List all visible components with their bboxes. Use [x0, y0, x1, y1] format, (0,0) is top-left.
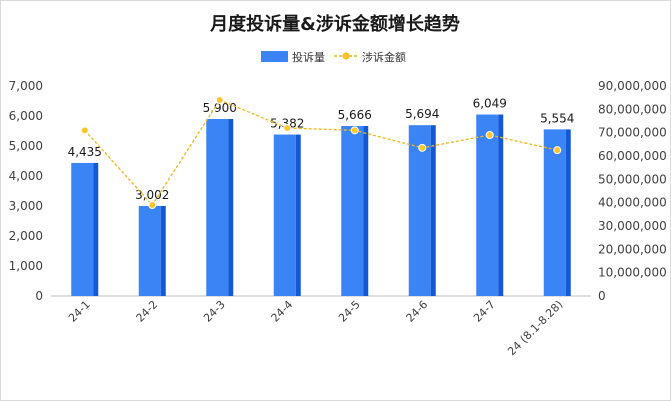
category-label: 24-1 [66, 298, 93, 325]
right-tick-label: 80,000,000 [598, 102, 667, 116]
left-tick-label: 4,000 [9, 169, 43, 183]
bar-side [295, 134, 301, 296]
line-point [215, 96, 224, 104]
bar-value-label: 4,435 [68, 145, 102, 159]
bar [341, 126, 364, 297]
left-tick-label: 2,000 [9, 229, 43, 243]
right-tick-label: 40,000,000 [598, 196, 667, 210]
line-point [553, 146, 562, 155]
legend-bar-swatch [261, 51, 288, 62]
line-point [350, 126, 359, 135]
bar-side [160, 205, 166, 296]
bar-side [498, 114, 504, 296]
bar [273, 134, 296, 296]
bar-value-label: 5,666 [338, 108, 372, 122]
line-path [84, 99, 558, 207]
bar-data-labels: 4,435 3,002 5,900 5,382 5,666 5,694 6,049 5,554 [68, 97, 575, 202]
bar [206, 119, 229, 296]
bar-side [228, 119, 234, 296]
left-tick-label: 5,000 [9, 139, 43, 153]
bar-side [363, 126, 369, 297]
category-label: 24-3 [201, 298, 228, 325]
line-series [80, 96, 562, 209]
bar-value-label: 5,900 [203, 101, 237, 115]
category-label: 24-5 [336, 298, 363, 325]
bar-value-label: 5,554 [540, 111, 574, 125]
bar [408, 125, 431, 297]
right-tick-label: 60,000,000 [598, 149, 667, 163]
right-axis-ticks: 0 10,000,000 20,000,000 30,000,000 40,000,00… [598, 79, 667, 303]
line-point [485, 131, 494, 139]
line-point [148, 201, 157, 209]
bar-side [93, 162, 99, 296]
line-point [418, 143, 427, 152]
bar-value-label: 6,049 [473, 97, 507, 111]
right-tick-label: 0 [598, 289, 606, 303]
category-label: 24-7 [471, 298, 498, 325]
bar-value-label: 5,382 [270, 117, 304, 131]
right-tick-label: 10,000,000 [598, 266, 667, 280]
legend-line-label: 涉诉金额 [362, 50, 406, 64]
bar [71, 162, 94, 296]
category-label: 24 (8.1-8.28) [505, 298, 565, 358]
left-tick-label: 6,000 [9, 109, 43, 123]
chart-title: 月度投诉量&涉诉金额增长趋势 [209, 13, 460, 35]
right-tick-label: 50,000,000 [598, 172, 667, 186]
left-tick-label: 1,000 [9, 259, 43, 273]
line-point [283, 124, 292, 132]
bar-side [565, 129, 571, 296]
category-labels: 24-1 24-2 24-3 24-4 24-5 24-6 24-7 24 (8.1-8.28… [66, 298, 565, 358]
bar-value-label: 5,694 [405, 107, 439, 121]
right-tick-label: 20,000,000 [598, 242, 667, 256]
right-tick-label: 90,000,000 [598, 79, 667, 93]
left-tick-label: 0 [35, 289, 43, 303]
right-tick-label: 70,000,000 [598, 126, 667, 140]
bar-value-label: 3,002 [135, 188, 169, 202]
bar-side [430, 125, 436, 297]
left-tick-label: 3,000 [9, 199, 43, 213]
bar [476, 114, 499, 296]
legend-line-marker [342, 52, 350, 60]
category-label: 24-2 [134, 298, 161, 325]
left-axis-ticks: 0 1,000 2,000 3,000 4,000 5,000 6,000 7,000 [9, 79, 43, 303]
bar-series [71, 114, 571, 297]
legend: 投诉量 涉诉金额 [261, 50, 406, 64]
line-point [80, 126, 89, 135]
bar [138, 205, 161, 296]
legend-bar-label: 投诉量 [292, 50, 325, 64]
category-label: 24-4 [269, 298, 296, 325]
bar [543, 129, 566, 296]
left-tick-label: 7,000 [9, 79, 43, 93]
right-tick-label: 30,000,000 [598, 219, 667, 233]
category-label: 24-6 [404, 298, 431, 325]
